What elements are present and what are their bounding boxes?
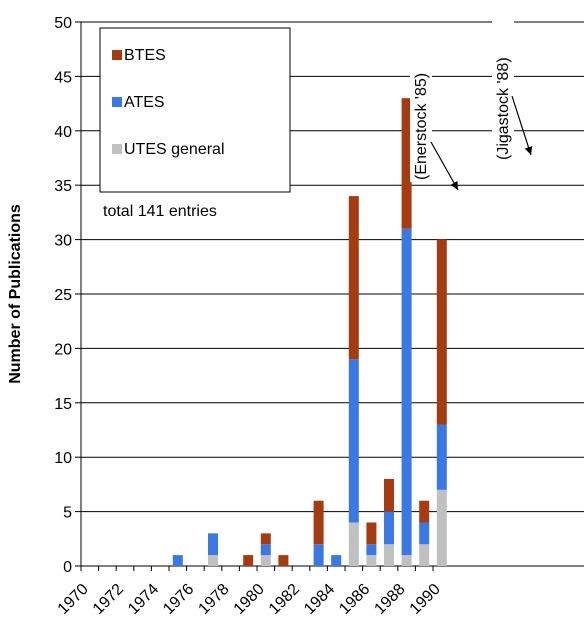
y-tick-label: 50 <box>54 15 72 32</box>
y-tick-label: 45 <box>54 69 72 86</box>
bar-btes-1989 <box>419 500 430 523</box>
legend-label: BTES <box>124 47 166 64</box>
bar-btes-1988 <box>401 98 412 229</box>
bar-ates-1983 <box>313 544 324 566</box>
x-tick-label: 1984 <box>301 581 338 618</box>
y-axis-title: Number of Publications <box>7 204 24 384</box>
x-tick-label: 1980 <box>231 581 268 618</box>
total-entries-note: total 141 entries <box>103 203 217 220</box>
legend-label: UTES general <box>124 141 225 158</box>
bar-utes-general-1987 <box>384 544 394 566</box>
bar-ates-1977 <box>208 533 218 556</box>
annotation-label: (Jigastock '88) <box>495 57 512 160</box>
legend-swatch-utes-general <box>112 144 122 154</box>
x-tick-label: 1976 <box>160 581 197 618</box>
bar-ates-1989 <box>419 522 430 545</box>
bar-ates-1980 <box>260 544 271 556</box>
y-tick-label: 10 <box>54 450 72 467</box>
bar-utes-general-1985 <box>348 522 359 566</box>
y-tick-label: 40 <box>54 124 72 141</box>
bar-ates-1990 <box>436 424 447 490</box>
x-tick-label: 1978 <box>195 581 232 618</box>
y-tick-label: 20 <box>54 341 72 358</box>
annotation-backdrop <box>410 30 432 182</box>
bar-btes-1980 <box>260 533 271 545</box>
x-tick-label: 1972 <box>90 581 127 618</box>
legend-label: ATES <box>124 94 165 111</box>
annotation-arrow-head <box>524 146 533 155</box>
annotation-arrow-line <box>511 95 532 156</box>
bar-utes-general-1990 <box>436 489 447 566</box>
legend-swatch-btes <box>112 50 122 60</box>
bar-btes-1986 <box>366 522 377 545</box>
x-tick-label: 1986 <box>336 581 373 618</box>
annotation-label: (Enerstock '85) <box>413 73 430 180</box>
bar-ates-1975 <box>172 555 183 566</box>
y-tick-label: 35 <box>54 178 72 195</box>
y-tick-label: 5 <box>63 505 72 522</box>
y-tick-label: 15 <box>54 396 72 413</box>
bar-ates-1987 <box>384 511 394 545</box>
legend-box <box>99 27 291 193</box>
bar-ates-1985 <box>348 359 359 523</box>
annotation-arrow-line <box>430 141 459 191</box>
bar-ates-1988 <box>401 228 412 556</box>
bar-utes-general-1988 <box>401 555 412 566</box>
bar-btes-1981 <box>278 555 289 566</box>
x-tick-label: 1982 <box>266 581 303 618</box>
x-tick-label: 1990 <box>407 581 444 618</box>
bar-utes-general-1989 <box>419 544 430 566</box>
y-tick-label: 30 <box>54 233 72 250</box>
bar-utes-general-1986 <box>366 555 377 566</box>
x-tick-label: 1970 <box>55 581 92 618</box>
bar-btes-1979 <box>243 555 254 566</box>
legend-swatch-ates <box>112 97 122 107</box>
x-tick-label: 1974 <box>125 581 162 618</box>
x-tick-label: 1988 <box>371 581 408 618</box>
bar-ates-1984 <box>331 555 342 566</box>
bar-btes-1983 <box>313 500 324 545</box>
y-tick-label: 25 <box>54 287 72 304</box>
bar-ates-1986 <box>366 544 377 556</box>
bar-utes-general-1977 <box>208 555 218 566</box>
bar-btes-1990 <box>436 239 447 425</box>
y-tick-label: 0 <box>63 559 72 576</box>
bar-btes-1987 <box>384 478 394 512</box>
annotation-arrow-head <box>450 181 458 190</box>
bar-utes-general-1980 <box>260 555 271 566</box>
annotation-backdrop <box>492 10 514 162</box>
bar-btes-1985 <box>348 196 359 360</box>
